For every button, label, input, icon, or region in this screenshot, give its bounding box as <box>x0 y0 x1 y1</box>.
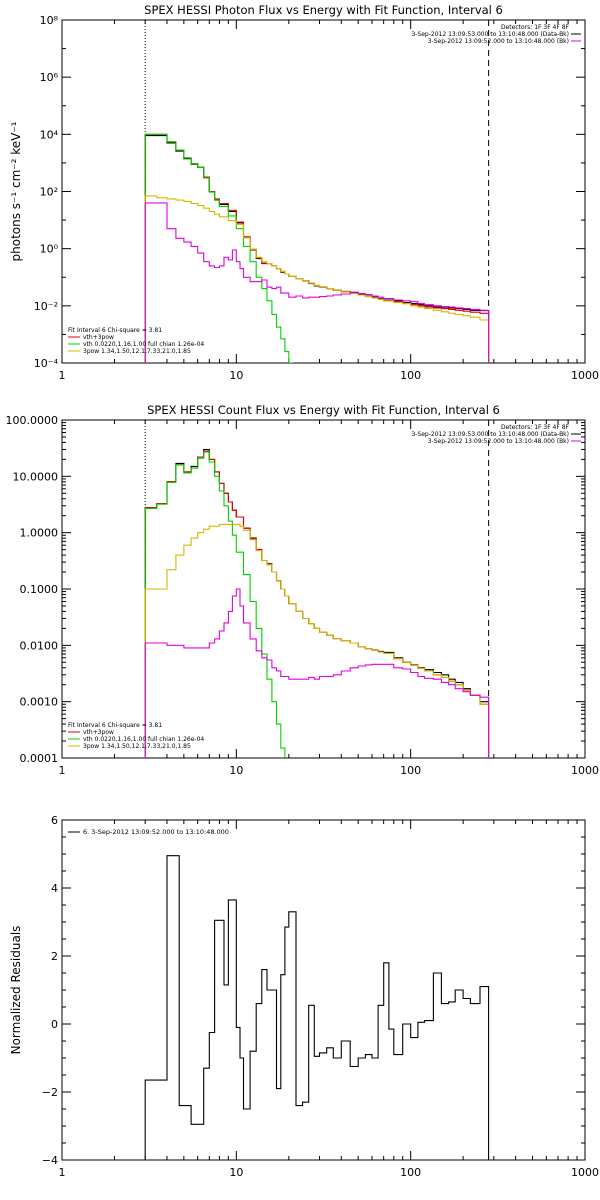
detectors-label: Detectors: 1F 3F 4F 8F <box>501 24 570 31</box>
fit-component-label: vth+3pow <box>83 729 114 736</box>
y-tick-label: 10² <box>40 186 58 199</box>
y-tick-label: 10⁻⁴ <box>34 357 59 370</box>
y-tick-label: 0.0001 <box>20 752 59 765</box>
y-tick-label: 0.0100 <box>20 639 59 652</box>
series-bk <box>144 202 490 363</box>
y-tick-label: −4 <box>42 1154 58 1167</box>
x-tick-label: 1 <box>59 1166 66 1179</box>
y-tick-label: 0.0010 <box>20 696 59 709</box>
y-tick-label: 6 <box>51 814 58 827</box>
series-data-bk <box>144 448 490 758</box>
fit-interval-label: Fit Interval 6 Chi-square = 3.81 <box>68 722 162 729</box>
y-tick-label: 100.0000 <box>6 414 59 427</box>
legend-label: 6. 3-Sep-2012 13:09:52.000 to 13:10:48.0… <box>83 828 229 836</box>
x-tick-label: 10 <box>229 1166 243 1179</box>
y-tick-label: 2 <box>51 950 58 963</box>
fit-info: Fit Interval 6 Chi-square = 3.81vth+3pow… <box>68 327 204 355</box>
residual-legend: 6. 3-Sep-2012 13:09:52.000 to 13:10:48.0… <box>68 828 229 836</box>
y-tick-label: 0 <box>51 1018 58 1031</box>
y-tick-label: −2 <box>42 1086 58 1099</box>
chart-title: SPEX HESSI Count Flux vs Energy with Fit… <box>147 403 500 417</box>
chart-panel-count: SPEX HESSI Count Flux vs Energy with Fit… <box>6 403 600 777</box>
series-3pow <box>144 523 490 758</box>
fit-interval-label: Fit Interval 6 Chi-square = 3.81 <box>68 327 162 334</box>
time-range-label: 3-Sep-2012 13:09:53.000 to 13:10:48.000 … <box>411 31 569 38</box>
x-tick-label: 100 <box>400 764 421 777</box>
fit-component-label: 3pow 1.34,1.50,12.1,7.33,21.0,1.85 <box>83 348 191 355</box>
x-tick-label: 1000 <box>571 1166 599 1179</box>
y-tick-label: 1.0000 <box>20 527 59 540</box>
x-tick-label: 1 <box>59 764 66 777</box>
detectors-label: Detectors: 1F 3F 4F 8F <box>501 424 570 431</box>
y-tick-label: 10⁻² <box>34 300 58 313</box>
plot-frame <box>61 819 586 1161</box>
series-3pow <box>144 195 490 363</box>
series-vth <box>144 451 286 758</box>
series-group <box>144 133 490 363</box>
y-tick-label: 10⁰ <box>40 243 59 256</box>
fit-component-label: vth 0.0220,1.16,1.00 full chian 1.26e-04 <box>83 341 204 348</box>
x-tick-label: 1000 <box>571 369 599 382</box>
fit-info: Fit Interval 6 Chi-square = 3.81vth+3pow… <box>68 722 204 750</box>
chart-title: SPEX HESSI Photon Flux vs Energy with Fi… <box>144 3 503 17</box>
series-bk <box>144 588 490 758</box>
fit-component-label: 3pow 1.34,1.50,12.1,7.33,21.0,1.85 <box>83 743 191 750</box>
series-vth-3pow <box>144 450 490 758</box>
x-tick-label: 1000 <box>571 764 599 777</box>
series-group <box>144 855 490 1160</box>
y-tick-label: 10.0000 <box>13 470 59 483</box>
y-axis-label: Normalized Residuals <box>9 926 23 1055</box>
time-range-label: 3-Sep-2012 13:09:52.000 to 13:10:48.000 … <box>428 438 569 445</box>
x-tick-label: 10 <box>229 764 243 777</box>
x-tick-label: 1 <box>59 369 66 382</box>
y-tick-label: 10⁴ <box>40 128 59 141</box>
plot-frame <box>61 419 586 759</box>
y-tick-label: 4 <box>51 882 58 895</box>
fit-component-label: vth 0.0220,1.16,1.00 full chian 1.26e-04 <box>83 736 204 743</box>
time-range-label: 3-Sep-2012 13:09:52.000 to 13:10:48.000 … <box>428 38 569 45</box>
time-range-label: 3-Sep-2012 13:09:53.000 to 13:10:48.000 … <box>411 431 569 438</box>
x-tick-label: 10 <box>229 369 243 382</box>
y-axis-label: photons s⁻¹ cm⁻² keV⁻¹ <box>9 121 23 261</box>
detector-info: Detectors: 1F 3F 4F 8F3-Sep-2012 13:09:5… <box>411 24 581 45</box>
plot-frame <box>61 19 586 364</box>
y-tick-label: 10⁶ <box>40 71 59 84</box>
x-tick-label: 100 <box>400 369 421 382</box>
fit-component-label: vth+3pow <box>83 334 114 341</box>
chart-panel-photon: SPEX HESSI Photon Flux vs Energy with Fi… <box>9 3 599 382</box>
detector-info: Detectors: 1F 3F 4F 8F3-Sep-2012 13:09:5… <box>411 424 581 445</box>
series-residuals <box>144 855 490 1160</box>
x-tick-label: 100 <box>400 1166 421 1179</box>
chart-panel-residuals: 1 10 100 1000 −4 −2 0 2 4 6 Normalized Residuals 6.… <box>9 814 599 1179</box>
y-tick-label: 0.1000 <box>20 583 59 596</box>
series-group <box>144 448 490 758</box>
y-tick-label: 10⁸ <box>40 14 59 27</box>
